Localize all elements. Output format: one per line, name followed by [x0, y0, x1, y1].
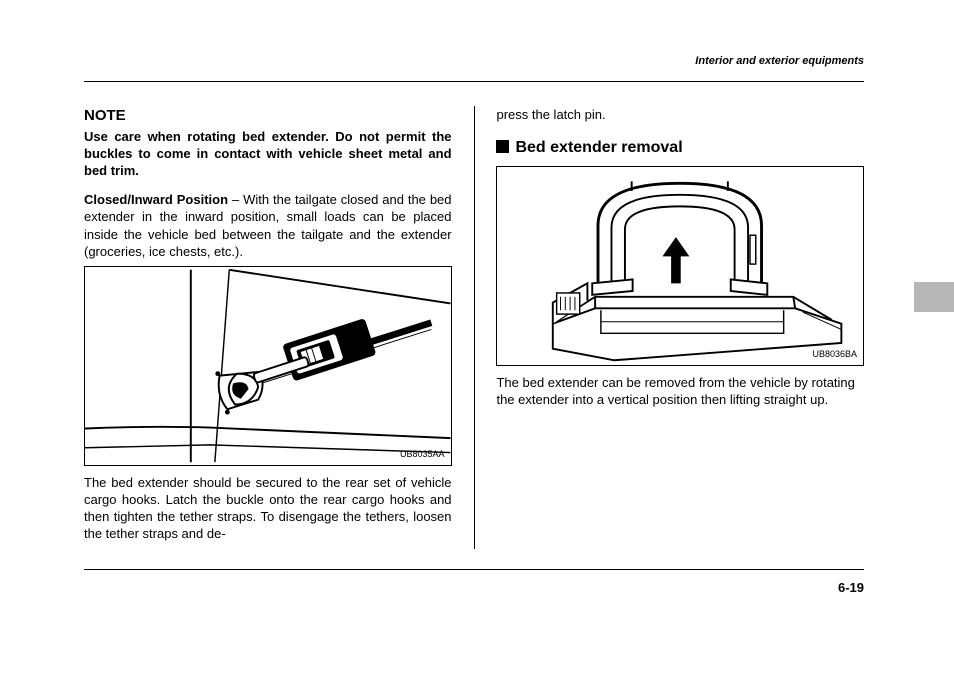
note-heading: NOTE [84, 106, 452, 126]
section-heading-text: Bed extender removal [515, 139, 682, 156]
secure-para: The bed extender should be secured to th… [84, 474, 452, 543]
column-divider [474, 106, 475, 549]
removal-para: The bed extender can be removed from the… [496, 374, 864, 408]
figure-1: UB8035AA [84, 266, 452, 466]
continuation-para: press the latch pin. [496, 106, 864, 123]
left-column: NOTE Use care when rotating bed extender… [84, 106, 452, 549]
square-bullet-icon [496, 140, 509, 153]
section-heading: Bed extender removal [496, 137, 864, 158]
figure-2-label: UB8036BA [812, 349, 857, 361]
thumb-tab [914, 282, 954, 312]
figure-1-label: UB8035AA [400, 449, 445, 461]
right-column: press the latch pin. Bed extender remova… [496, 106, 864, 549]
header-section-title: Interior and exterior equipments [84, 55, 864, 67]
columns: NOTE Use care when rotating bed extender… [84, 106, 864, 549]
page-number: 6-19 [84, 580, 864, 595]
closed-position-bold: Closed/Inward Position [84, 192, 228, 207]
closed-position-para: Closed/Inward Position – With the tailga… [84, 191, 452, 260]
figure-2: UB8036BA [496, 166, 864, 366]
note-body: Use care when rotating bed extender. Do … [84, 128, 452, 179]
page-content: Interior and exterior equipments NOTE Us… [84, 55, 864, 595]
header-rule [84, 81, 864, 82]
footer-rule [84, 569, 864, 570]
